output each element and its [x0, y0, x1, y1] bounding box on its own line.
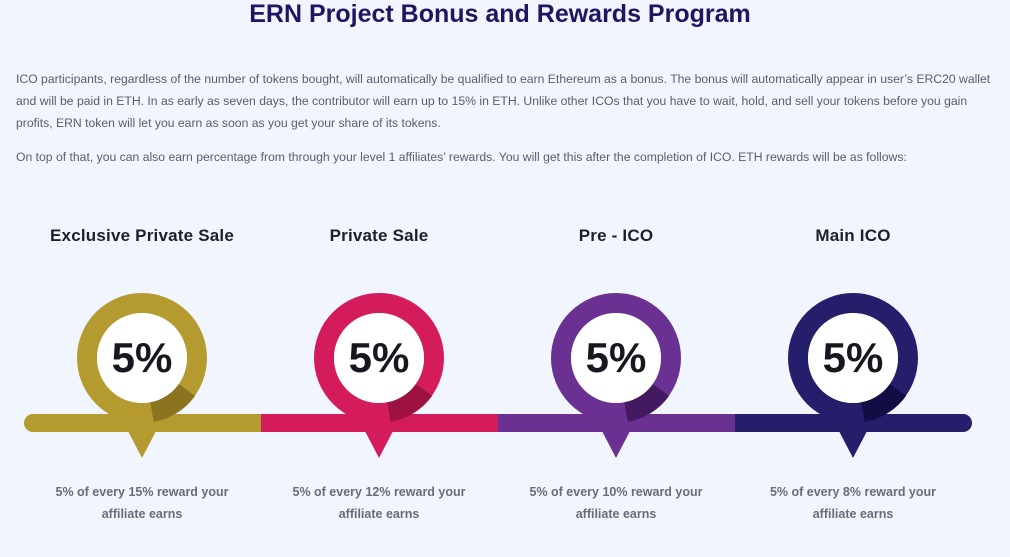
map-pin-icon [314, 293, 444, 458]
caption-main-ico: 5% of every 8% reward your affiliate ear… [733, 481, 973, 525]
caption-line: 5% of every 15% reward your [55, 485, 229, 499]
map-pin-icon [77, 293, 207, 458]
percent-value: 5% [348, 334, 410, 381]
pin-exclusive-private-sale: 5% [77, 290, 207, 460]
pin-pre-ico: 5% [551, 290, 681, 460]
caption-line: affiliate earns [338, 507, 420, 521]
caption-private-sale: 5% of every 12% reward your affiliate ea… [259, 481, 499, 525]
stage-title-private-sale: Private Sale [329, 226, 429, 245]
percent-value: 5% [111, 334, 173, 381]
stage-title-main-ico: Main ICO [815, 226, 891, 245]
caption-line: affiliate earns [101, 507, 183, 521]
map-pin-icon [788, 293, 918, 458]
page-title: ERN Project Bonus and Rewards Program [249, 0, 751, 28]
stage-title-pre-ico: Pre - ICO [578, 226, 654, 245]
stage-title-exclusive-private-sale: Exclusive Private Sale [50, 226, 234, 245]
affiliate-paragraph: On top of that, you can also earn percen… [16, 150, 907, 164]
caption-line: 5% of every 8% reward your [769, 485, 937, 499]
caption-line: 5% of every 12% reward your [292, 485, 466, 499]
map-pin-icon [551, 293, 681, 458]
pin-main-ico: 5% [788, 290, 918, 460]
caption-line: 5% of every 10% reward your [529, 485, 703, 499]
percent-value: 5% [822, 334, 884, 381]
percent-value: 5% [585, 334, 647, 381]
caption-pre-ico: 5% of every 10% reward your affiliate ea… [496, 481, 736, 525]
caption-line: affiliate earns [812, 507, 894, 521]
intro-paragraph: ICO participants, regardless of the numb… [16, 72, 991, 130]
pin-private-sale: 5% [314, 290, 444, 460]
caption-exclusive-private-sale: 5% of every 15% reward your affiliate ea… [22, 481, 262, 525]
caption-line: affiliate earns [575, 507, 657, 521]
